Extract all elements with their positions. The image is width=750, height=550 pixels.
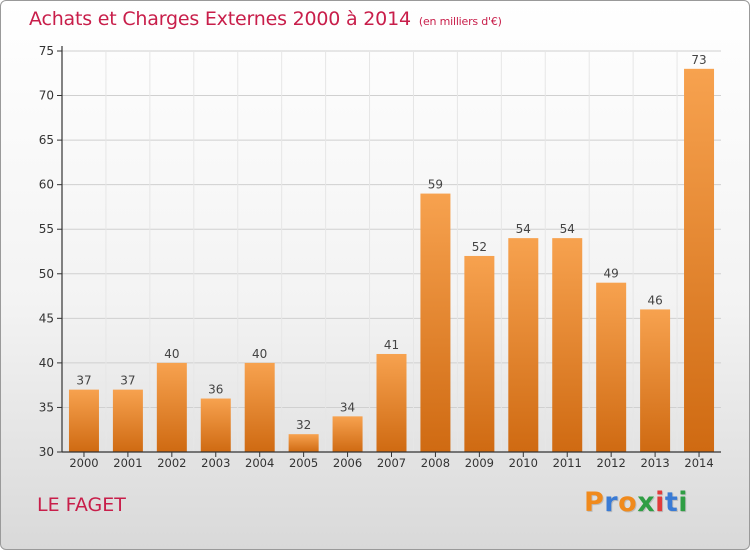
logo-letter: x: [637, 487, 656, 518]
data-label: 37: [76, 374, 91, 388]
bar: [640, 309, 671, 452]
data-label: 41: [384, 338, 399, 352]
x-tick-label: 2006: [333, 456, 362, 470]
bar: [244, 362, 275, 452]
logo-letter: r: [604, 487, 619, 518]
data-label: 52: [472, 240, 487, 254]
bar: [552, 238, 583, 452]
bar: [288, 434, 319, 452]
y-tick-label: 35: [39, 400, 54, 414]
bar: [156, 362, 187, 452]
bar: [68, 389, 99, 452]
chart-title-text: Achats et Charges Externes 2000 à 2014: [29, 8, 411, 30]
bar: [684, 68, 715, 453]
bar: [420, 193, 451, 453]
x-tick-label: 2002: [157, 456, 186, 470]
y-tick-label: 30: [39, 445, 54, 459]
logo-letter: P: [584, 487, 605, 518]
axes: [57, 46, 721, 457]
logo-letter: i: [678, 487, 689, 518]
y-tick-label: 60: [39, 178, 54, 192]
x-tick-label: 2007: [377, 456, 406, 470]
data-label: 49: [604, 267, 619, 281]
bar: [332, 416, 363, 452]
data-label: 54: [516, 222, 531, 236]
bar: [596, 282, 627, 452]
y-tick-label: 70: [39, 89, 54, 103]
bar: [112, 389, 143, 452]
data-label: 54: [560, 222, 575, 236]
bar: [508, 238, 539, 452]
data-label: 36: [208, 383, 223, 397]
bar: [376, 353, 407, 452]
data-label: 46: [647, 293, 662, 307]
data-label: 37: [120, 374, 135, 388]
x-tick-label: 2004: [245, 456, 274, 470]
data-label: 34: [340, 400, 355, 414]
data-label: 32: [296, 418, 311, 432]
chart-unit: (en milliers d'€): [418, 15, 502, 28]
bars: [68, 68, 715, 453]
y-tick-label: 45: [39, 311, 54, 325]
chart-title: Achats et Charges Externes 2000 à 2014 (e…: [29, 8, 502, 30]
x-tick-label: 2010: [509, 456, 538, 470]
x-tick-label: 2009: [465, 456, 494, 470]
x-tick-label: 2008: [421, 456, 450, 470]
logo-letter: o: [618, 487, 638, 518]
bar: [200, 398, 231, 452]
data-label: 40: [252, 347, 267, 361]
x-tick-label: 2011: [553, 456, 582, 470]
logo-letter: t: [664, 487, 679, 518]
commune-name: LE FAGET: [37, 494, 126, 516]
x-tick-label: 2000: [69, 456, 98, 470]
x-tick-label: 2001: [113, 456, 142, 470]
y-tick-label: 65: [39, 133, 54, 147]
y-tick-label: 75: [39, 44, 54, 58]
labels: 30 35 40 45 50 55 60 65 70 75 37 2000 37 2001 40 2002 36…: [39, 44, 714, 470]
logo-letter: i: [655, 487, 665, 518]
data-label: 40: [164, 347, 179, 361]
y-tick-label: 55: [39, 222, 54, 236]
x-tick-label: 2013: [640, 456, 669, 470]
data-label: 73: [691, 53, 706, 67]
x-tick-label: 2014: [684, 456, 713, 470]
x-tick-label: 2012: [597, 456, 626, 470]
data-label: 59: [428, 178, 443, 192]
y-tick-label: 40: [39, 356, 54, 370]
x-tick-label: 2003: [201, 456, 230, 470]
x-tick-label: 2005: [289, 456, 318, 470]
y-tick-label: 50: [39, 267, 54, 281]
bar: [464, 255, 495, 452]
proxiti-logo[interactable]: Proxiti: [584, 487, 688, 518]
